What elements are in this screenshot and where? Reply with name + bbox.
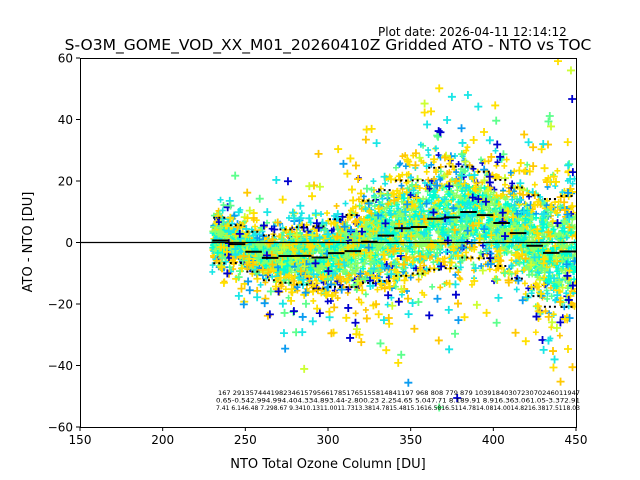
x-axis: 150 200 250 300 350 400 450 — [69, 427, 588, 447]
annotation-std-row: 7.41 6.146.48 7.298.67 9.3410.1311.0011.… — [216, 405, 580, 412]
x-axis-label: NTO Total Ozone Column [DU] — [230, 457, 426, 472]
y-tick-label: 20 — [58, 175, 73, 189]
y-tick-label: −40 — [48, 359, 73, 373]
y-tick-label: 40 — [58, 113, 73, 127]
annotation-mean-row: 0.65-0.542.994.994.404.334.893.44-2.800.… — [216, 398, 580, 405]
x-tick-label: 150 — [69, 433, 92, 447]
x-tick-label: 300 — [317, 433, 340, 447]
x-tick-label: 200 — [151, 433, 174, 447]
x-tick-label: 250 — [234, 433, 257, 447]
x-tick-label: 450 — [565, 433, 588, 447]
plot-date: Plot date: 2026-04-11 12:14:12 — [378, 25, 567, 39]
y-axis: 60 40 20 0 −20 −40 −60 — [48, 52, 80, 435]
y-tick-label: 60 — [58, 52, 73, 66]
x-tick-label: 400 — [482, 433, 505, 447]
y-axis-label: ATO - NTO [DU] — [21, 192, 36, 293]
x-tick-label: 350 — [399, 433, 422, 447]
bin-annotations: 167 291357444198234615795661785176515581… — [216, 390, 580, 412]
annotation-count-row: 167 291357444198234615795661785176515581… — [218, 390, 580, 397]
y-tick-label: 0 — [65, 236, 73, 250]
mean-markers — [212, 211, 576, 259]
y-tick-label: −60 — [48, 421, 73, 435]
y-tick-label: −20 — [48, 298, 73, 312]
chart-title: S-O3M_GOME_VOD_XX_M01_20260410Z Gridded … — [65, 36, 592, 55]
